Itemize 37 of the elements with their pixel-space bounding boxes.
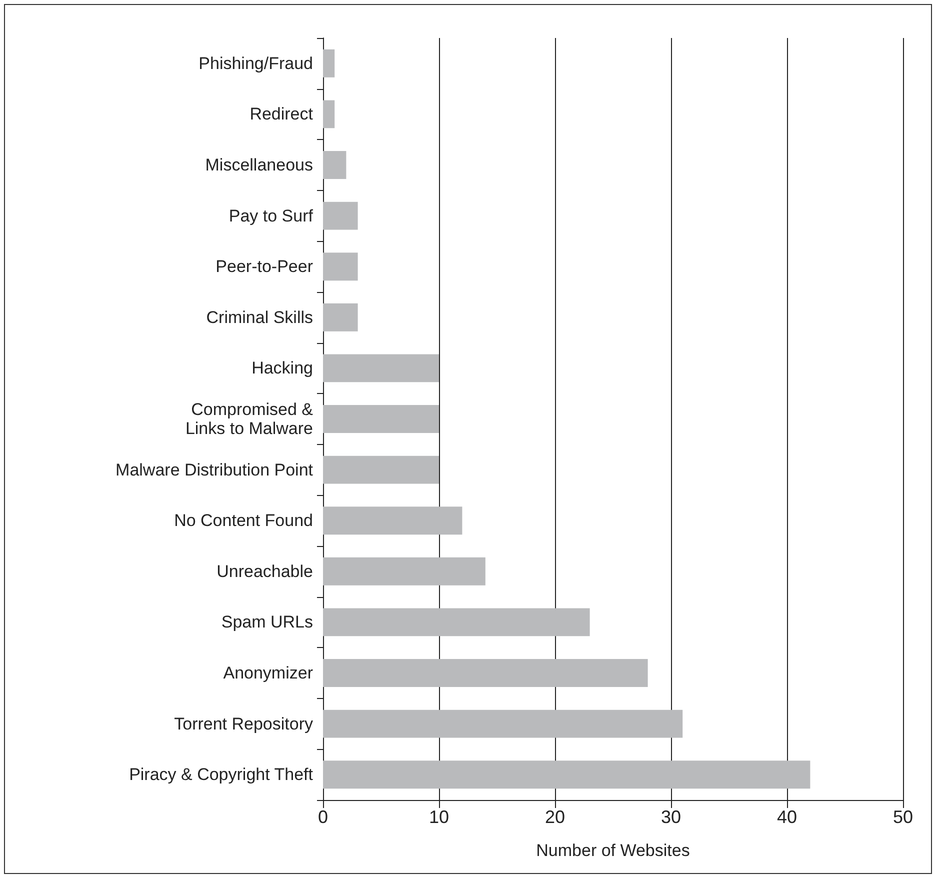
- y-tick-label: Miscellaneous: [205, 156, 313, 174]
- y-tick-label: Anonymizer: [223, 664, 314, 682]
- bar: [323, 202, 358, 230]
- y-tick-label: No Content Found: [174, 511, 313, 530]
- y-tick-label: Hacking: [252, 358, 313, 378]
- x-tick-label: 0: [318, 807, 328, 827]
- bar: [323, 100, 335, 128]
- bar: [323, 405, 439, 433]
- x-tick-label: 20: [544, 807, 566, 827]
- bar: [323, 303, 358, 332]
- y-tick-label: Pay to Surf: [228, 206, 314, 226]
- y-tick-label: Redirect: [250, 104, 314, 124]
- y-tick-label: Peer-to-Peer: [216, 257, 314, 276]
- bar: [323, 710, 683, 738]
- y-tick-label: Compromised & Links to Malware: [185, 400, 314, 438]
- x-tick-label: 50: [892, 807, 914, 827]
- bar: [323, 659, 648, 687]
- bar: [323, 252, 358, 281]
- x-tick-label: 30: [660, 807, 682, 827]
- bar: [323, 49, 335, 78]
- y-tick-label: Unreachable: [216, 562, 313, 581]
- bar: [323, 151, 346, 179]
- x-axis-title: Number of Websites: [536, 841, 690, 860]
- y-tick-label: Torrent Repository: [174, 714, 314, 734]
- bar: [323, 456, 439, 484]
- bar: [323, 354, 439, 382]
- x-tick-label: 10: [428, 807, 450, 827]
- bar: [323, 608, 590, 636]
- y-tick-label: Malware Distribution Point: [116, 460, 314, 480]
- x-tick-label: 40: [776, 807, 798, 827]
- y-tick-label: Criminal Skills: [206, 308, 313, 327]
- y-tick-label: Piracy & Copyright Theft: [129, 765, 314, 784]
- bar: [323, 760, 810, 789]
- bar: [323, 557, 486, 586]
- bar: [323, 506, 462, 535]
- y-tick-label: Phishing/Fraud: [198, 54, 313, 73]
- y-tick-label: Spam URLs: [221, 612, 313, 632]
